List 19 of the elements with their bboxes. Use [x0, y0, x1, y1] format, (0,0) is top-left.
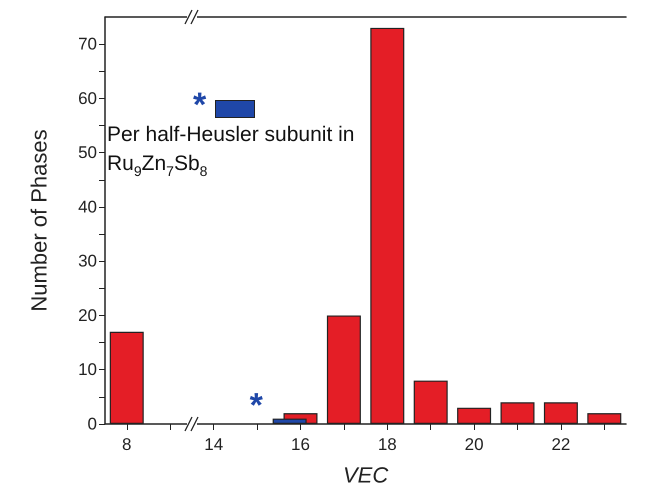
y-tick-label: 70 — [78, 34, 97, 54]
annotation: * — [193, 86, 206, 124]
y-tick-label: 30 — [78, 252, 97, 271]
y-tick-label: 0 — [88, 414, 97, 434]
y-tick-label: 50 — [78, 143, 97, 162]
y-tick-label: 20 — [78, 306, 97, 325]
x-tick-label: 20 — [464, 435, 484, 454]
x-tick-label: 8 — [122, 435, 132, 454]
y-tick-label: 10 — [78, 360, 97, 380]
x-tick-label: 16 — [290, 435, 310, 454]
legend-label: Per half-Heusler subunit in Ru$_{9}$Zn$_{7}$Sb$_{8}$ — [107, 122, 354, 179]
x-tick-label: 18 — [378, 435, 397, 454]
y-axis-title: Number of Phases — [26, 129, 52, 312]
x-axis-title: VEC — [342, 462, 388, 488]
x-tick-label: 22 — [551, 435, 570, 454]
annotation: * — [249, 386, 264, 425]
x-tick-label: 14 — [204, 435, 223, 454]
y-tick-label: 60 — [78, 88, 97, 108]
y-tick-label: 40 — [78, 197, 97, 216]
